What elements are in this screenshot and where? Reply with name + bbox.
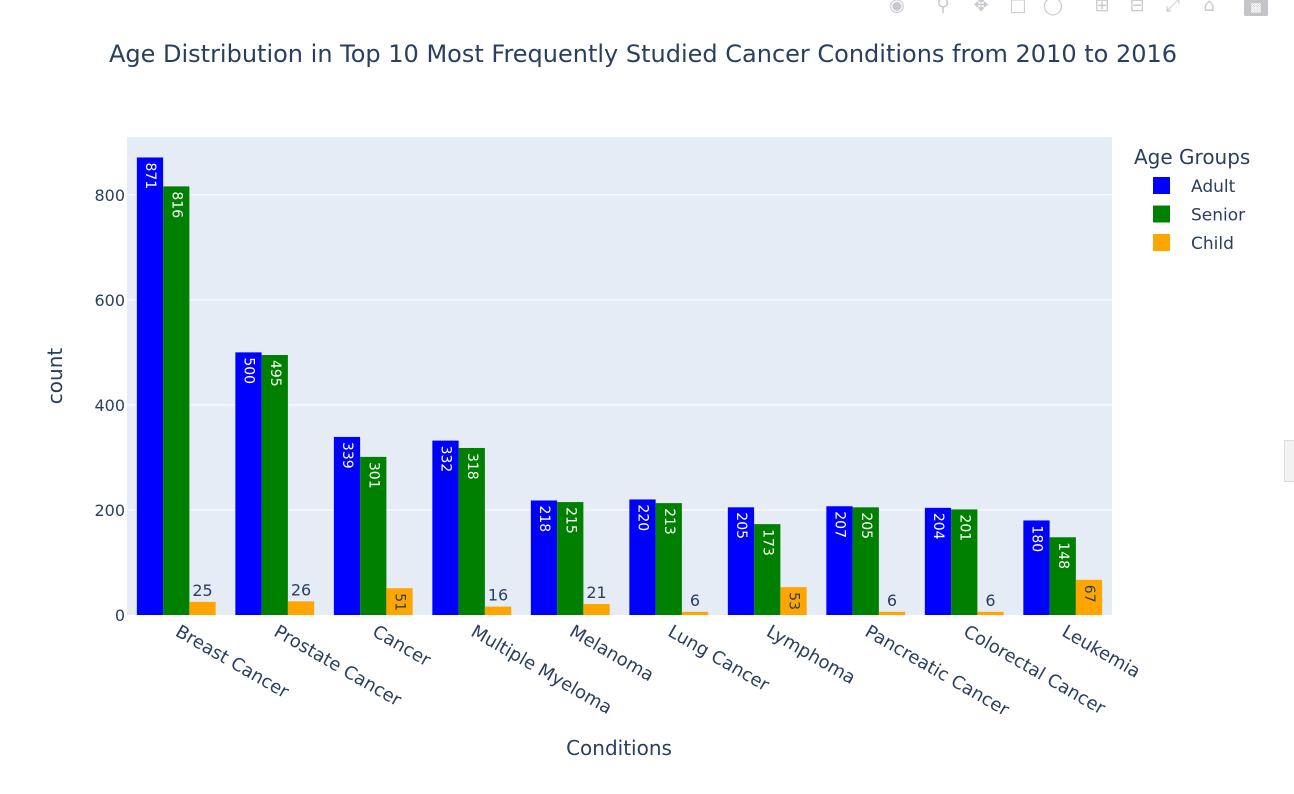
data-label: 871 bbox=[142, 162, 158, 189]
data-label: 220 bbox=[634, 504, 650, 531]
bar-senior bbox=[951, 509, 978, 615]
bar-child bbox=[189, 601, 216, 615]
data-label: 173 bbox=[759, 529, 775, 556]
bar-senior bbox=[261, 354, 288, 615]
data-label: 6 bbox=[985, 591, 995, 610]
data-label: 495 bbox=[267, 360, 283, 387]
camera-icon[interactable]: ◉ bbox=[889, 0, 905, 16]
data-label: 6 bbox=[690, 591, 700, 610]
home-icon[interactable]: ⌂ bbox=[1203, 0, 1215, 16]
data-label: 332 bbox=[437, 446, 453, 473]
data-label: 816 bbox=[168, 191, 184, 218]
data-label: 51 bbox=[392, 593, 408, 611]
lasso-icon[interactable]: ◯ bbox=[1042, 0, 1064, 16]
bar-adult bbox=[826, 506, 853, 615]
y-tick-label: 200 bbox=[94, 501, 125, 520]
bar-adult bbox=[530, 500, 558, 615]
data-label: 67 bbox=[1081, 585, 1097, 603]
legend-label-senior: Senior bbox=[1191, 206, 1245, 226]
bar-senior bbox=[852, 507, 879, 615]
bar-adult bbox=[629, 499, 656, 615]
x-tick-label: Leukemia bbox=[1058, 621, 1144, 682]
autoscale-icon[interactable]: ⤢ bbox=[1165, 0, 1181, 16]
data-label: 205 bbox=[858, 512, 874, 539]
data-label: 16 bbox=[488, 586, 508, 605]
side-scroll-tab[interactable] bbox=[1284, 440, 1294, 482]
legend-swatch-child bbox=[1153, 234, 1170, 251]
x-tick-label: Melanoma bbox=[566, 621, 658, 686]
x-axis-title: Conditions bbox=[566, 736, 672, 760]
legend-label-child: Child bbox=[1191, 234, 1234, 254]
data-label: 218 bbox=[536, 505, 552, 532]
bar-child bbox=[484, 606, 512, 615]
bar-senior bbox=[557, 502, 584, 615]
data-label: 148 bbox=[1055, 542, 1071, 569]
x-tick-label: Cancer bbox=[369, 621, 435, 671]
zoom-out-icon[interactable]: ⊟ bbox=[1129, 0, 1145, 16]
data-label: 53 bbox=[786, 592, 802, 610]
bar-child bbox=[1075, 579, 1103, 615]
bar-child bbox=[681, 611, 709, 615]
bar-adult bbox=[432, 440, 459, 615]
bar-child bbox=[780, 587, 807, 615]
bar-adult bbox=[235, 352, 262, 615]
bar-child bbox=[287, 601, 315, 615]
data-label: 25 bbox=[192, 581, 212, 600]
data-label: 26 bbox=[291, 580, 311, 599]
y-tick-label: 0 bbox=[115, 606, 125, 625]
bar-child bbox=[386, 588, 413, 615]
bar-child bbox=[583, 603, 610, 615]
data-label: 318 bbox=[464, 453, 480, 480]
bar-senior bbox=[458, 447, 485, 615]
data-label: 201 bbox=[956, 514, 972, 541]
legend-title: Age Groups bbox=[1134, 145, 1250, 169]
bar-adult bbox=[1023, 520, 1050, 615]
data-label: 204 bbox=[930, 513, 946, 540]
bar-senior bbox=[655, 503, 682, 615]
bar-adult bbox=[924, 507, 952, 615]
plotly-logo-icon[interactable]: ▩ bbox=[1244, 0, 1268, 16]
data-label: 215 bbox=[562, 507, 578, 534]
legend-swatch-senior bbox=[1153, 205, 1170, 223]
data-label: 339 bbox=[339, 442, 355, 469]
x-tick-label: Lymphoma bbox=[763, 621, 859, 689]
y-tick-label: 800 bbox=[94, 186, 125, 205]
bar-adult bbox=[333, 436, 361, 615]
data-label: 213 bbox=[661, 508, 677, 535]
data-label: 500 bbox=[240, 357, 256, 384]
legend-swatch-adult bbox=[1153, 177, 1170, 194]
bar-senior bbox=[1049, 537, 1076, 615]
x-tick-label: Lung Cancer bbox=[664, 621, 773, 696]
y-tick-label: 600 bbox=[94, 291, 125, 310]
y-tick-label: 400 bbox=[94, 396, 125, 415]
bar-child bbox=[977, 611, 1004, 615]
data-label: 207 bbox=[831, 511, 847, 538]
data-label: 205 bbox=[733, 512, 749, 539]
bar-child bbox=[878, 611, 906, 615]
bar-senior bbox=[360, 456, 387, 615]
bar-adult bbox=[727, 507, 755, 615]
box-select-icon[interactable]: □ bbox=[1009, 0, 1027, 16]
modebar: ◉ ⚲ ✥ □ ◯ ⊞ ⊟ ⤢ ⌂ ▩ bbox=[880, 0, 1294, 18]
bar-adult bbox=[136, 157, 164, 615]
data-label: 6 bbox=[887, 591, 897, 610]
data-label: 180 bbox=[1028, 525, 1044, 552]
y-axis-title: count bbox=[43, 348, 67, 405]
chart-title: Age Distribution in Top 10 Most Frequent… bbox=[109, 40, 1177, 68]
legend-label-adult: Adult bbox=[1191, 177, 1236, 197]
zoom-in-icon[interactable]: ⊞ bbox=[1094, 0, 1110, 16]
data-label: 21 bbox=[586, 583, 606, 602]
pan-icon[interactable]: ✥ bbox=[973, 0, 989, 16]
data-label: 301 bbox=[365, 462, 381, 489]
bar-senior bbox=[754, 524, 781, 615]
bar-senior bbox=[163, 186, 190, 615]
zoom-icon[interactable]: ⚲ bbox=[936, 0, 950, 16]
